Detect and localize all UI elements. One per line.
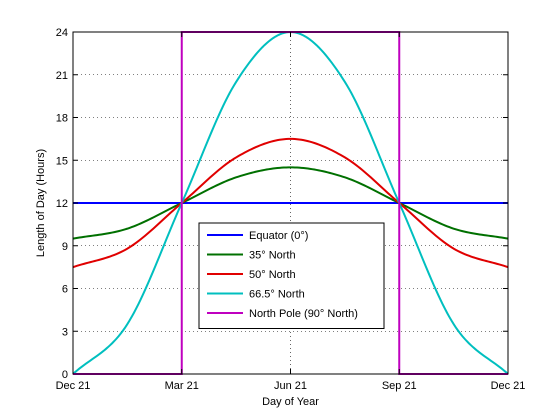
- legend-entry: 35° North: [249, 250, 296, 262]
- legend: Equator (0°) 35° North 50° North 66.5° Nort…: [198, 222, 385, 329]
- y-tick-label: 3: [62, 326, 68, 338]
- y-axis-label: Length of Day (Hours): [35, 149, 47, 257]
- y-tick-label: 18: [56, 113, 68, 125]
- x-axis-label: Day of Year: [262, 396, 319, 408]
- y-tick-label: 21: [56, 70, 68, 82]
- ticks: 0 3 6 9 12 15 18 21 24 Dec 21 Mar 21 Jun 21 Sep 21 De…: [56, 27, 526, 392]
- legend-box: [198, 222, 385, 329]
- legend-entry: Equator (0°): [249, 230, 308, 242]
- x-tick-label: Mar 21: [165, 380, 199, 392]
- x-tick-label: Sep 21: [382, 380, 417, 392]
- x-tick-label: Dec 21: [491, 380, 526, 392]
- legend-entry: 50° North: [249, 269, 296, 281]
- legend-entry: 66.5° North: [249, 289, 305, 301]
- y-tick-label: 0: [62, 369, 68, 381]
- x-tick-label: Jun 21: [274, 380, 307, 392]
- x-tick-label: Dec 21: [56, 380, 91, 392]
- y-tick-label: 6: [62, 284, 68, 296]
- y-tick-label: 24: [56, 27, 68, 39]
- series-line-2: [72, 137, 509, 269]
- legend-entry: North Pole (90° North): [249, 308, 358, 320]
- y-tick-label: 15: [56, 155, 68, 167]
- series-line-1: [72, 166, 509, 240]
- y-tick-label: 9: [62, 241, 68, 253]
- y-tick-label: 12: [56, 198, 68, 210]
